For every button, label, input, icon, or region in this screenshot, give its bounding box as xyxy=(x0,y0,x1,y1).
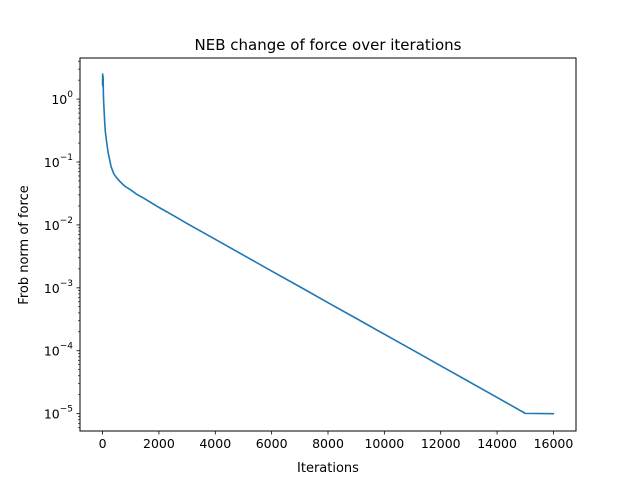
y-tick-exponent: −5 xyxy=(60,405,73,415)
x-tick-label: 12000 xyxy=(421,436,461,451)
x-tick-label: 0 xyxy=(99,436,107,451)
y-tick-exponent: −3 xyxy=(60,279,73,289)
y-tick-label: 10−5 xyxy=(44,405,73,422)
x-tick-label: 2000 xyxy=(143,436,175,451)
y-tick-label: 10−2 xyxy=(44,216,73,233)
y-tick-base: 10 xyxy=(44,281,60,296)
x-tick-label: 14000 xyxy=(477,436,517,451)
y-tick-base: 10 xyxy=(51,92,67,107)
y-tick-exponent: 0 xyxy=(67,90,73,100)
y-tick-label: 10−1 xyxy=(44,153,73,170)
y-tick-label: 10−4 xyxy=(44,342,73,359)
x-tick-label: 6000 xyxy=(256,436,288,451)
y-tick-base: 10 xyxy=(44,218,60,233)
y-tick-exponent: −4 xyxy=(60,342,74,352)
y-tick-exponent: −1 xyxy=(60,153,73,163)
chart-title: NEB change of force over iterations xyxy=(195,36,462,54)
y-tick-base: 10 xyxy=(44,407,60,422)
axes-frame xyxy=(79,57,577,432)
y-tick-base: 10 xyxy=(44,344,60,359)
x-tick-label: 16000 xyxy=(534,436,574,451)
x-tick-label: 10000 xyxy=(364,436,404,451)
y-tick-label: 10−3 xyxy=(44,279,73,296)
x-tick-label: 8000 xyxy=(312,436,344,451)
y-tick-label: 100 xyxy=(51,90,73,107)
y-tick-exponent: −2 xyxy=(60,216,73,226)
x-axis-label: Iterations xyxy=(297,461,359,476)
series-layer xyxy=(101,73,555,415)
y-axis-label: Frob norm of force xyxy=(17,185,32,304)
y-tick-base: 10 xyxy=(44,155,60,170)
x-axis-ticks: 0 2000 4000 6000 8000 10000 12000 14000 16000 xyxy=(99,431,574,451)
x-tick-label: 4000 xyxy=(199,436,231,451)
series-line-0 xyxy=(101,73,555,415)
